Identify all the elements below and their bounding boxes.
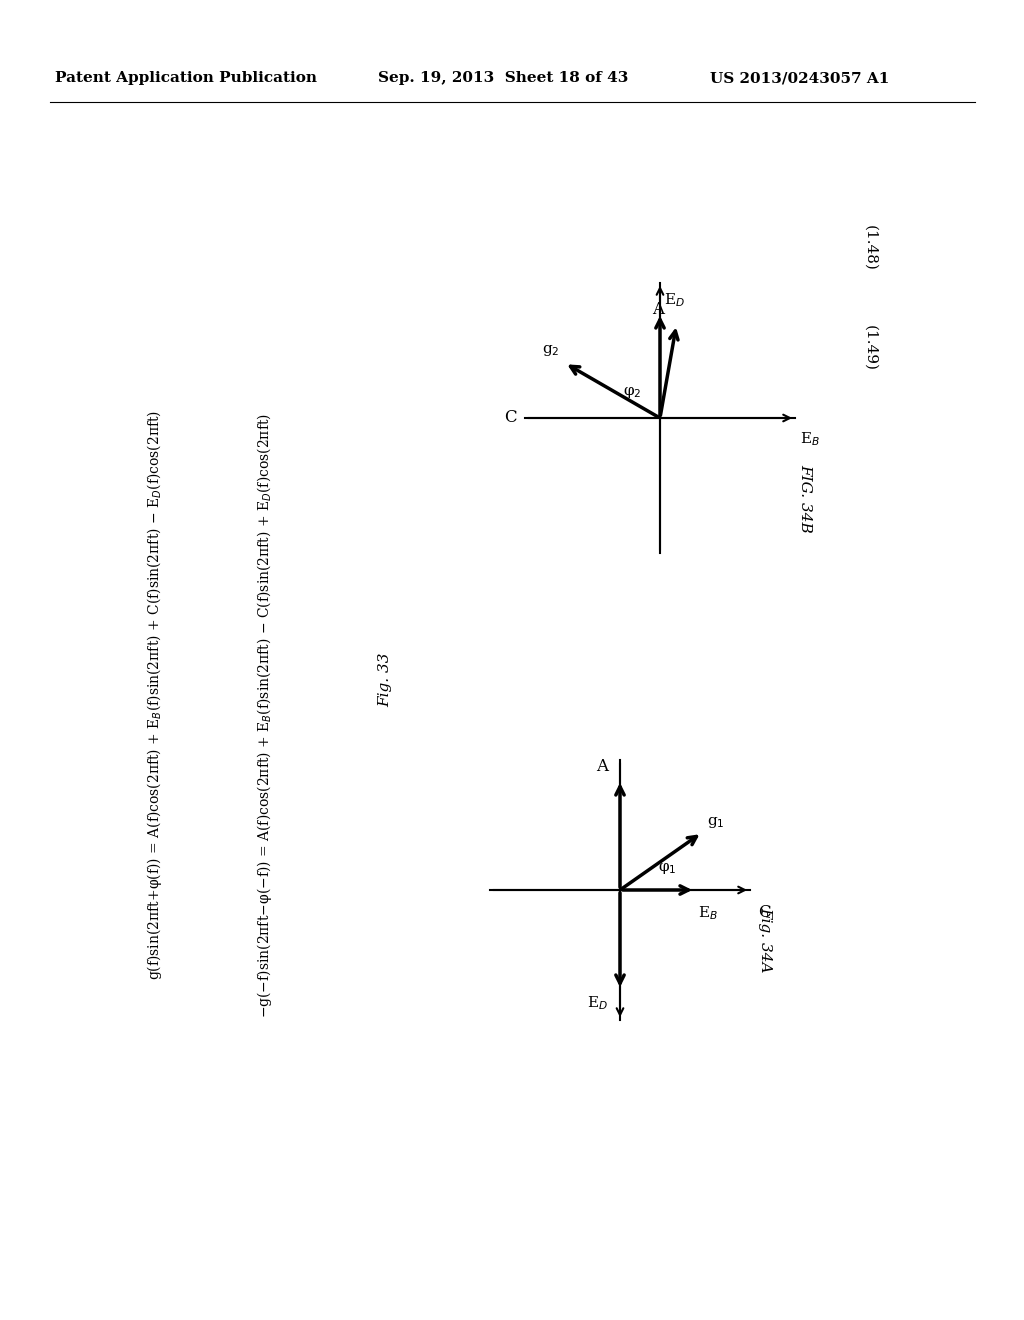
Text: φ$_2$: φ$_2$ [623,385,641,400]
Text: (1.49): (1.49) [863,325,877,371]
Text: C: C [758,904,771,921]
Text: φ$_1$: φ$_1$ [658,861,677,875]
Text: (1.48): (1.48) [863,226,877,271]
Text: US 2013/0243057 A1: US 2013/0243057 A1 [710,71,890,84]
Text: g(f)sin(2πft+φ(f)) = A(f)cos(2πft) + E$_B$(f)sin(2πft) + C(f)sin(2πft) − E$_D$(f: g(f)sin(2πft+φ(f)) = A(f)cos(2πft) + E$_… [145,411,165,979]
Text: E$_D$: E$_D$ [664,292,685,309]
Text: E$_B$: E$_B$ [800,430,820,447]
Text: Fig. 34A: Fig. 34A [758,907,772,973]
Text: Patent Application Publication: Patent Application Publication [55,71,317,84]
Text: g$_1$: g$_1$ [707,814,725,830]
Text: E$_D$: E$_D$ [587,994,608,1011]
Text: Sep. 19, 2013  Sheet 18 of 43: Sep. 19, 2013 Sheet 18 of 43 [378,71,629,84]
Text: E$_B$: E$_B$ [698,904,718,921]
Text: −g(−f)sin(2πft−φ(−f)) = A(f)cos(2πft) + E$_B$(f)sin(2πft) − C(f)sin(2πft) + E$_D: −g(−f)sin(2πft−φ(−f)) = A(f)cos(2πft) + … [256,412,274,1018]
Text: A: A [652,301,665,318]
Text: C: C [505,409,517,426]
Text: g$_2$: g$_2$ [542,343,560,358]
Text: FIG. 34B: FIG. 34B [798,463,812,532]
Text: A: A [596,758,608,775]
Text: Fig. 33: Fig. 33 [378,653,392,708]
